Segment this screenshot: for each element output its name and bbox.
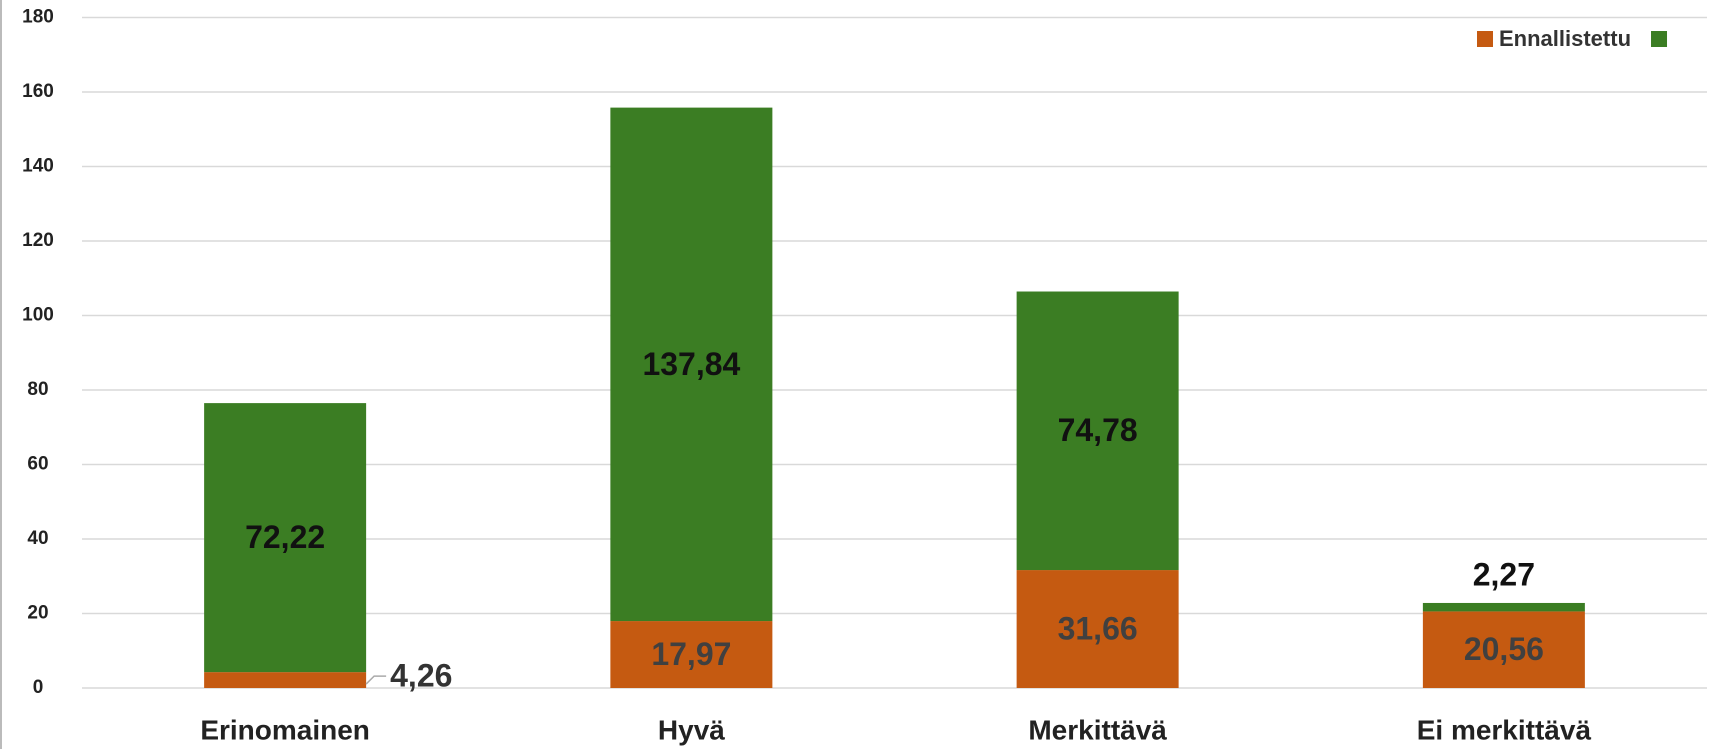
data-label: 20,56 [1464, 631, 1544, 667]
bar-segment [1422, 611, 1585, 688]
bar-segment [610, 621, 773, 688]
data-label: 31,66 [1058, 610, 1138, 646]
y-tick-label: 100 [22, 305, 54, 326]
bar-segment [610, 107, 773, 622]
x-tick-label: Hyvä [658, 714, 725, 745]
data-label: 72,22 [245, 519, 325, 555]
y-tick-label: 140 [22, 156, 54, 177]
legend-swatch [1651, 31, 1668, 47]
x-tick-label: Merkittävä [1028, 714, 1167, 745]
bar-segment [1016, 570, 1179, 688]
data-label: 2,27 [1473, 556, 1535, 592]
data-label: 74,78 [1058, 412, 1138, 448]
label-leader [365, 675, 387, 685]
legend-label: Ennallistettu [1499, 26, 1631, 51]
data-label: 17,97 [651, 636, 731, 672]
x-tick-label: Ei merkittävä [1417, 714, 1592, 745]
y-tick-label: 60 [27, 454, 48, 475]
data-label: 4,26 [390, 658, 452, 694]
y-tick-label: 80 [27, 379, 48, 400]
y-tick-label: 160 [22, 81, 54, 102]
y-tick-label: 20 [27, 603, 48, 624]
bar-segment [1016, 291, 1179, 571]
bar-segment [204, 672, 367, 688]
x-tick-label: Erinomainen [200, 714, 370, 745]
data-label: 137,84 [642, 346, 740, 382]
y-tick-label: 0 [33, 677, 44, 698]
y-tick-label: 180 [22, 7, 54, 28]
y-tick-label: 120 [22, 230, 54, 251]
legend-swatch [1477, 31, 1493, 47]
bar-segment [204, 403, 367, 673]
bar-segment [1422, 602, 1585, 612]
y-tick-label: 40 [27, 528, 48, 549]
